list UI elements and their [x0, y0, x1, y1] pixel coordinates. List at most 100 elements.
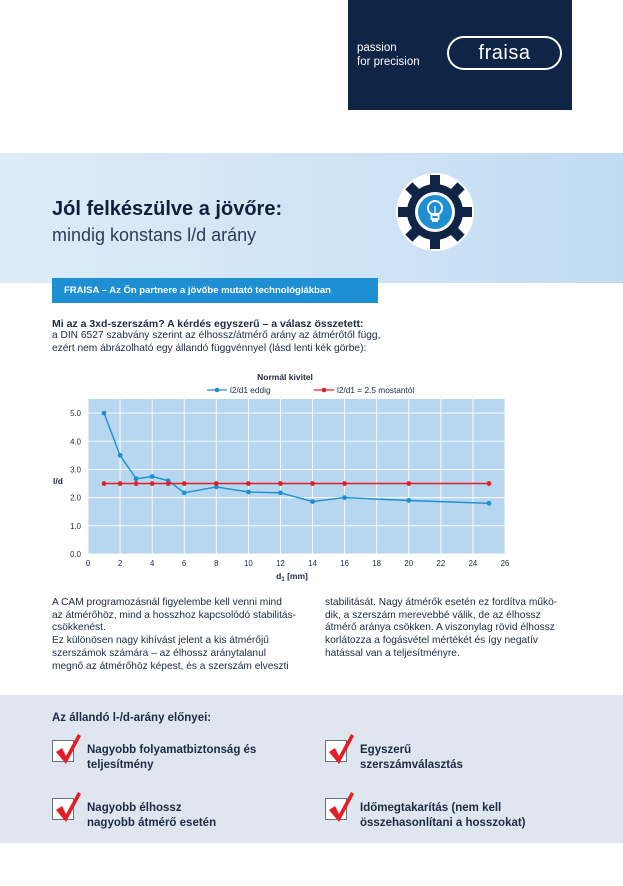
x-axis-label-sub: 1: [281, 577, 285, 583]
page-subtitle: mindig konstans l/d arány: [52, 225, 257, 245]
x-tick-label: 2: [118, 559, 122, 568]
x-tick-label: 4: [150, 559, 155, 568]
benefit-line2: szerszámválasztás: [360, 759, 463, 771]
y-tick-label: 0.0: [70, 550, 82, 559]
benefit-line1: Egyszerű: [360, 744, 412, 756]
benefit-text: Időmegtakarítás (nem kell összehasonlíta…: [360, 801, 526, 831]
x-tick-label: 0: [86, 559, 91, 568]
body-right-line: hatással van a teljesítményre.: [325, 647, 460, 659]
y-tick-label: 4.0: [70, 437, 82, 446]
y-tick-label: 2.0: [70, 494, 82, 503]
brand-tagline: passion for precision: [357, 41, 420, 69]
legend-label-series-2: l2/d1 = 2.5 mostantól: [337, 385, 414, 395]
y-axis-label: l/d: [53, 476, 63, 486]
data-point-series-1: [406, 498, 412, 503]
body-text-right: stabilitását. Nagy átmérők esetén ez for…: [325, 597, 577, 661]
data-point-series-2: [181, 481, 187, 486]
tagline-line2: for precision: [357, 56, 420, 68]
x-tick-label: 10: [244, 559, 253, 568]
x-axis-label: d1 [mm]: [276, 571, 308, 583]
x-tick-label: 22: [437, 559, 446, 568]
x-tick-label: 26: [501, 559, 510, 568]
x-tick-label: 8: [214, 559, 218, 568]
body-left-line: megnő az átmérőhöz képest, és a szerszám…: [52, 660, 289, 672]
plot-area: [87, 399, 506, 555]
data-point-series-2: [165, 481, 171, 486]
tagline-line1: passion: [357, 42, 397, 54]
data-point-series-1: [133, 476, 139, 482]
body-left-line: A CAM programozásnál figyelembe kell ven…: [52, 597, 282, 608]
chart-marks: [101, 410, 492, 506]
intro-answer: a DIN 6527 szabvány szerint az élhossz/á…: [52, 330, 392, 355]
data-point-series-2: [133, 481, 139, 486]
chart-legend: l2/d1 eddig l2/d1 = 2.5 mostantól: [207, 385, 414, 395]
body-left-line: Ez különösen nagy kihívást jelent a kis …: [52, 635, 269, 647]
x-tick-label: 16: [340, 559, 349, 568]
body-right-line: átmérő aránya csökken. A viszonylag rövi…: [325, 622, 555, 634]
checkbox-checked-icon: [52, 734, 81, 764]
x-tick-label: 20: [404, 559, 413, 568]
fraisa-logo: fraisa: [447, 36, 562, 70]
legend-label-series-1: l2/d1 eddig: [230, 385, 271, 395]
brand-header: passion for precision fraisa: [348, 0, 572, 110]
data-point-series-1: [149, 474, 155, 479]
benefit-line1: Nagyobb folyamatbiztonság és: [87, 744, 257, 756]
benefit-line2: teljesítmény: [87, 759, 154, 771]
data-point-series-2: [310, 481, 315, 486]
data-point-series-1: [342, 495, 348, 501]
benefit-text: Egyszerű szerszámválasztás: [360, 743, 463, 773]
body-right-line: stabilitását. Nagy átmérők esetén ez for…: [325, 597, 558, 608]
body-right-line: korlátozza a fogásvétel mértékét és így …: [325, 635, 538, 647]
chart-title: Normál kivitel: [257, 372, 313, 382]
body-text-left: A CAM programozásnál figyelembe kell ven…: [52, 597, 304, 673]
page-title: Jól felkészülve a jövőre:: [52, 198, 283, 220]
x-tick-label: 14: [308, 559, 317, 568]
data-point-series-1: [310, 499, 315, 504]
y-tick-label: 5.0: [70, 409, 82, 418]
data-point-series-1: [486, 500, 492, 506]
data-point-series-1: [245, 489, 251, 495]
benefits-title: Az állandó l-/d-arány előnyei:: [52, 712, 212, 724]
body-left-line: az átmérőhöz, mind a hosszhoz kapcsolódó…: [52, 609, 297, 621]
benefits-section: Az állandó l-/d-arány előnyei: Nagyobb f…: [0, 695, 623, 843]
intro-line2: ezért nem ábrázolható egy állandó függvé…: [52, 342, 367, 354]
body-left-line: csökkenést.: [52, 622, 106, 634]
chart-axes: 0 2 4 6 8 10 12 14 16 18 20 22 24 260.01.02.03.04.05.…: [70, 409, 509, 568]
data-point-series-2: [149, 481, 155, 486]
plot-background: [88, 399, 505, 554]
body-left-line: szerszámok számára – az élhossz aránytal…: [52, 647, 267, 659]
benefit-line2: összehasonlítani a hosszokat): [360, 817, 526, 829]
data-point-series-2: [406, 481, 412, 486]
data-point-series-2: [101, 481, 107, 486]
intro-line1: a DIN 6527 szabvány szerint az élhossz/á…: [52, 330, 381, 341]
data-point-series-1: [278, 490, 283, 496]
x-tick-label: 6: [182, 559, 186, 568]
data-point-series-2: [486, 481, 492, 486]
data-point-series-2: [117, 481, 123, 486]
ld-ratio-chart: Normál kivitel l2/d1 eddig l2/d1 = 2.5 m…: [53, 372, 509, 583]
intro-question: Mi az a 3xd-szerszám? A kérdés egyszerű …: [52, 318, 364, 330]
data-point-series-1: [213, 484, 219, 490]
hero-section: Jól felkészülve a jövőre: mindig konstan…: [0, 153, 623, 283]
x-tick-label: 18: [372, 559, 381, 568]
data-point-series-2: [278, 481, 283, 486]
x-axis-label-main: d: [276, 571, 281, 581]
benefit-line1: Nagyobb élhossz: [87, 802, 182, 814]
data-point-series-1: [181, 490, 187, 496]
partner-banner: FRAISA – Az Ön partnere a jövőbe mutató …: [52, 278, 378, 303]
y-tick-label: 1.0: [70, 522, 82, 531]
y-tick-label: 3.0: [70, 465, 82, 474]
body-right-line: dik, a szerszám merevebbé válik, de az é…: [325, 609, 541, 621]
x-tick-label: 12: [276, 559, 285, 568]
benefit-text: Nagyobb élhossz nagyobb átmérő esetén: [87, 801, 216, 831]
checkbox-checked-icon: [325, 734, 354, 764]
benefit-text: Nagyobb folyamatbiztonság és teljesítmén…: [87, 743, 256, 773]
data-point-series-2: [245, 481, 251, 486]
data-point-series-1: [117, 452, 123, 458]
logo-text: fraisa: [478, 42, 531, 64]
data-point-series-2: [342, 481, 348, 486]
data-point-series-1: [101, 410, 107, 416]
x-axis-label-unit: [mm]: [285, 571, 308, 581]
checkbox-checked-icon: [325, 792, 354, 822]
checkbox-checked-icon: [52, 792, 81, 822]
